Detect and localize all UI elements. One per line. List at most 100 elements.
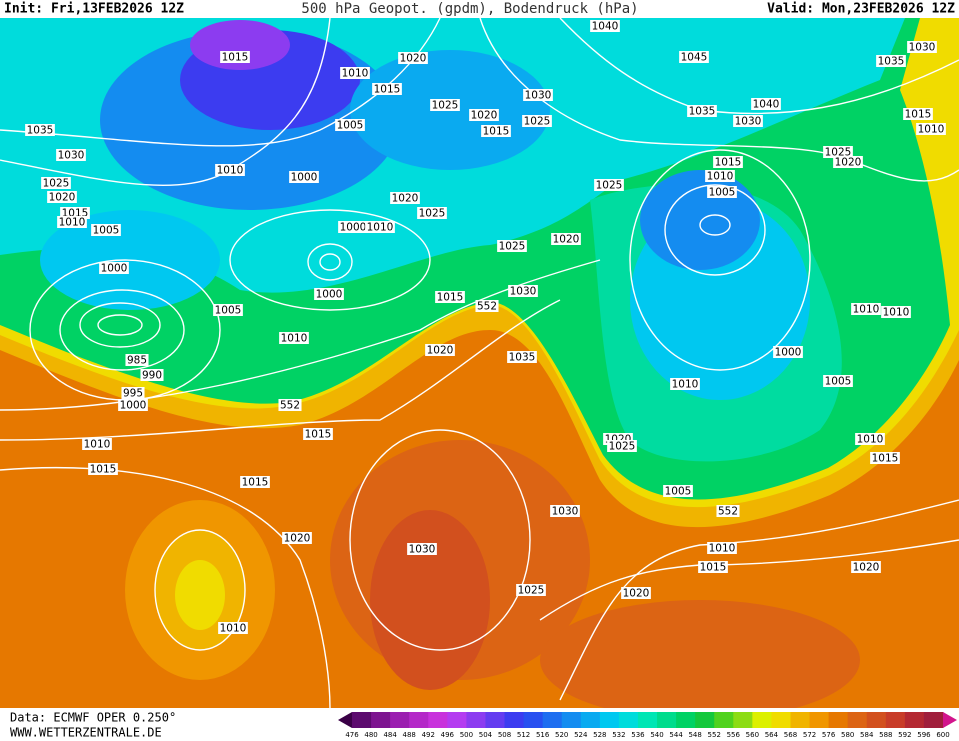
isobar-label: 1010 <box>851 303 881 316</box>
isobar-value: 1035 <box>27 125 54 137</box>
isobar-label: 1025 <box>594 179 624 192</box>
colorbar-swatch <box>904 712 925 728</box>
isobar-label: 1010 <box>707 542 737 555</box>
isobar-value: 1000 <box>101 263 128 275</box>
isobar-value: 1015 <box>715 157 742 169</box>
isobar-label: 1000 <box>773 346 803 359</box>
label-box <box>99 262 129 274</box>
isobar-label: 1005 <box>91 224 121 237</box>
isobar-value: 1000 <box>120 400 147 412</box>
isobar-value: 1015 <box>374 84 401 96</box>
isobar-label: 1020 <box>851 561 881 574</box>
isobar-label: 1010 <box>916 123 946 136</box>
colorbar-label: 536 <box>631 731 645 739</box>
isobar-value: 1030 <box>909 42 936 54</box>
label-box <box>338 221 368 233</box>
label-box <box>56 149 86 161</box>
label-box <box>550 505 580 517</box>
label-box <box>91 224 121 236</box>
isobar-label: 1010 <box>215 164 245 177</box>
colorbar-swatch <box>790 712 811 728</box>
isobar-label: 1035 <box>507 351 537 364</box>
isobar-label: 1020 <box>469 109 499 122</box>
label-box <box>25 124 55 136</box>
colorbar-swatch <box>447 712 467 728</box>
colorbar-arrow <box>338 712 352 728</box>
isobar-label: 1035 <box>876 55 906 68</box>
isobar-value: 1020 <box>284 533 311 545</box>
colorbar-label: 568 <box>784 731 797 739</box>
colorbar-label: 508 <box>498 731 511 739</box>
label-box <box>670 378 700 390</box>
label-box <box>213 304 243 316</box>
isobar-label: 1015 <box>372 83 402 96</box>
label-box <box>916 123 946 135</box>
data-source: Data: ECMWF OPER 0.250° <box>10 711 176 725</box>
isobar-label: 1030 <box>550 505 580 518</box>
colorbar-label: 500 <box>460 731 473 739</box>
colorbar-label: 528 <box>593 731 606 739</box>
isobar-value: 1025 <box>419 208 446 220</box>
isobar-value: 1035 <box>689 106 716 118</box>
isobar-label: 1000 <box>118 399 148 412</box>
label-box <box>687 105 717 117</box>
label-box <box>118 399 148 411</box>
colorbar-swatch <box>352 712 372 728</box>
isobar-value: 1030 <box>735 116 762 128</box>
isobar-value: 1010 <box>342 68 369 80</box>
label-box <box>218 622 248 634</box>
label-box <box>594 179 624 191</box>
label-box <box>522 115 552 127</box>
isobar-label: 1010 <box>340 67 370 80</box>
isobar-value: 1015 <box>905 109 932 121</box>
label-box <box>335 119 365 131</box>
isobar-label: 1010 <box>218 622 248 635</box>
isobar-label: 1005 <box>213 304 243 317</box>
colorbar-swatch <box>599 712 620 728</box>
isobar-label: 1025 <box>497 240 527 253</box>
isobar-value: 1000 <box>340 222 367 234</box>
isobar-value: 1015 <box>700 562 727 574</box>
isobar-value: 1005 <box>709 187 736 199</box>
isobar-label: 1025 <box>607 440 637 453</box>
colorbar-label: 512 <box>517 731 530 739</box>
isobar-label: 1005 <box>707 186 737 199</box>
isobar-label: 1030 <box>733 115 763 128</box>
colorbar-label: 564 <box>765 731 779 739</box>
isobar-value: 1030 <box>58 150 85 162</box>
isobar-value: 1020 <box>392 193 419 205</box>
header-bar <box>0 0 959 18</box>
label-box <box>240 476 270 488</box>
isobar-value: 1005 <box>337 120 364 132</box>
colorbar-label: 544 <box>669 731 683 739</box>
colorbar-label: 484 <box>383 731 397 739</box>
label-box <box>47 191 77 203</box>
isobar-value: 1045 <box>681 52 708 64</box>
isobar-value: 1015 <box>222 52 249 64</box>
label-box <box>372 83 402 95</box>
isobar-label: 1005 <box>823 375 853 388</box>
isobar-value: 1030 <box>525 90 552 102</box>
colorbar-swatch <box>923 712 944 728</box>
label-box <box>41 177 71 189</box>
colorbar-label: 560 <box>746 731 759 739</box>
isobar-value: 1010 <box>853 304 880 316</box>
isobar-value: 552 <box>280 400 300 412</box>
isobar-label: 1015 <box>481 125 511 138</box>
isobar-value: 1025 <box>518 585 545 597</box>
isobar-label: 1025 <box>430 99 460 112</box>
isobar-value: 985 <box>127 355 147 367</box>
isobar-value: 1035 <box>878 56 905 68</box>
isobar-label: 1010 <box>279 332 309 345</box>
isobar-value: 1010 <box>84 439 111 451</box>
colorbar-label: 480 <box>364 731 377 739</box>
label-box <box>733 115 763 127</box>
label-box <box>82 438 112 450</box>
isobar-value: 1000 <box>316 289 343 301</box>
label-box <box>220 51 250 63</box>
isobar-value: 1020 <box>853 562 880 574</box>
label-box <box>716 505 740 517</box>
colorbar-swatch <box>657 712 677 728</box>
colorbar-label: 516 <box>536 731 550 739</box>
isobar-value: 1010 <box>217 165 244 177</box>
